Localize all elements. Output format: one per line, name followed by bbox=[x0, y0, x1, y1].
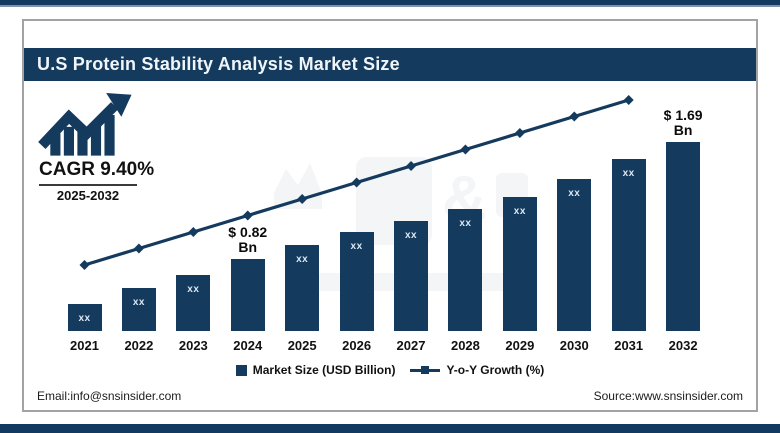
bar-value-label-2023: xx bbox=[187, 284, 200, 295]
line-marker-2030 bbox=[569, 111, 580, 122]
bar-2024 bbox=[230, 259, 265, 331]
bar-value-label-2028: xx bbox=[459, 218, 472, 229]
line-marker-2026 bbox=[351, 177, 362, 188]
bar-value-label-2026: xx bbox=[350, 241, 363, 252]
x-axis-label-2022: 2022 bbox=[124, 338, 154, 353]
x-axis-label-2031: 2031 bbox=[614, 338, 644, 353]
x-axis-label-2028: 2028 bbox=[450, 338, 480, 353]
legend-bar-label: Market Size (USD Billion) bbox=[252, 363, 396, 377]
line-marker-2023 bbox=[188, 227, 199, 237]
legend-line-label: Y-o-Y Growth (%) bbox=[446, 363, 545, 377]
bar-value-label-2025: xx bbox=[296, 254, 309, 265]
line-marker-2021 bbox=[79, 260, 90, 270]
bar-2022: xx bbox=[121, 288, 156, 331]
legend-item-market-size: Market Size (USD Billion) bbox=[235, 363, 396, 377]
bar-2027: xx bbox=[394, 221, 429, 331]
bar-series-swatch-icon bbox=[235, 364, 247, 376]
chart-title-bar: U.S Protein Stability Analysis Market Si… bbox=[24, 48, 756, 81]
bar-2025: xx bbox=[285, 245, 320, 331]
bar-2029: xx bbox=[502, 197, 537, 331]
contact-email: Email:info@snsinsider.com bbox=[37, 389, 182, 403]
x-axis-label-2023: 2023 bbox=[178, 338, 208, 353]
annotation-line1: $ 1.69 bbox=[663, 107, 703, 123]
line-marker-2029 bbox=[514, 128, 525, 138]
x-axis-label-2024: 2024 bbox=[233, 338, 263, 353]
line-series-swatch-icon bbox=[410, 365, 441, 374]
x-axis-label-2026: 2026 bbox=[342, 338, 372, 353]
bar-value-label-2022: xx bbox=[132, 297, 145, 308]
bar-value-label-2027: xx bbox=[404, 230, 418, 241]
line-marker-2027 bbox=[406, 161, 417, 171]
bar-2028: xx bbox=[448, 209, 483, 331]
bar-value-label-2031: xx bbox=[622, 168, 635, 179]
bar-value-label-2030: xx bbox=[568, 188, 581, 199]
bar-value-label-2029: xx bbox=[513, 206, 526, 217]
bar-2023: xx bbox=[176, 275, 211, 331]
line-marker-2022 bbox=[133, 243, 144, 254]
bottom-accent-bar bbox=[0, 424, 780, 433]
top-accent-bar bbox=[0, 0, 780, 7]
x-axis-label-2021: 2021 bbox=[70, 338, 99, 353]
bar-value-annotation-2024: $ 0.82 Bn bbox=[208, 225, 288, 255]
source-text: Source:www.snsinsider.com bbox=[593, 389, 743, 403]
page-title: U.S Protein Stability Analysis Market Si… bbox=[37, 54, 400, 74]
plot-area: xx 2021 xx 2022 xx 2023 $ 0.82 Bn 2024 xx 2025 xx 20… bbox=[24, 21, 756, 410]
line-marker-2028 bbox=[460, 144, 471, 155]
bar-2031: xx bbox=[611, 159, 646, 331]
annotation-line2: Bn bbox=[673, 122, 693, 138]
bar-value-label-2021: xx bbox=[78, 313, 91, 324]
bar-2032 bbox=[666, 142, 701, 331]
x-axis-label-2032: 2032 bbox=[668, 338, 698, 353]
card-footer: Email:info@snsinsider.com Source:www.sns… bbox=[37, 389, 743, 403]
line-marker-2031 bbox=[623, 95, 634, 105]
bar-2026: xx bbox=[339, 232, 374, 331]
chart-legend: Market Size (USD Billion) Y-o-Y Growth (… bbox=[24, 363, 756, 377]
bar-value-annotation-2032: $ 1.69 Bn bbox=[643, 108, 723, 138]
x-axis-label-2029: 2029 bbox=[505, 338, 535, 353]
annotation-line1: $ 0.82 bbox=[228, 224, 268, 240]
annotation-line2: Bn bbox=[238, 239, 258, 255]
line-marker-2025 bbox=[297, 194, 308, 204]
x-axis-label-2025: 2025 bbox=[287, 338, 317, 353]
x-axis-label-2027: 2027 bbox=[396, 338, 426, 353]
bar-2021: xx bbox=[67, 304, 102, 331]
line-marker-2024 bbox=[242, 210, 253, 221]
chart-card: U.S Protein Stability Analysis Market Si… bbox=[22, 19, 758, 412]
bar-2030: xx bbox=[557, 179, 592, 331]
x-axis-label-2030: 2030 bbox=[559, 338, 589, 353]
legend-item-yoy-growth: Y-o-Y Growth (%) bbox=[410, 363, 544, 377]
